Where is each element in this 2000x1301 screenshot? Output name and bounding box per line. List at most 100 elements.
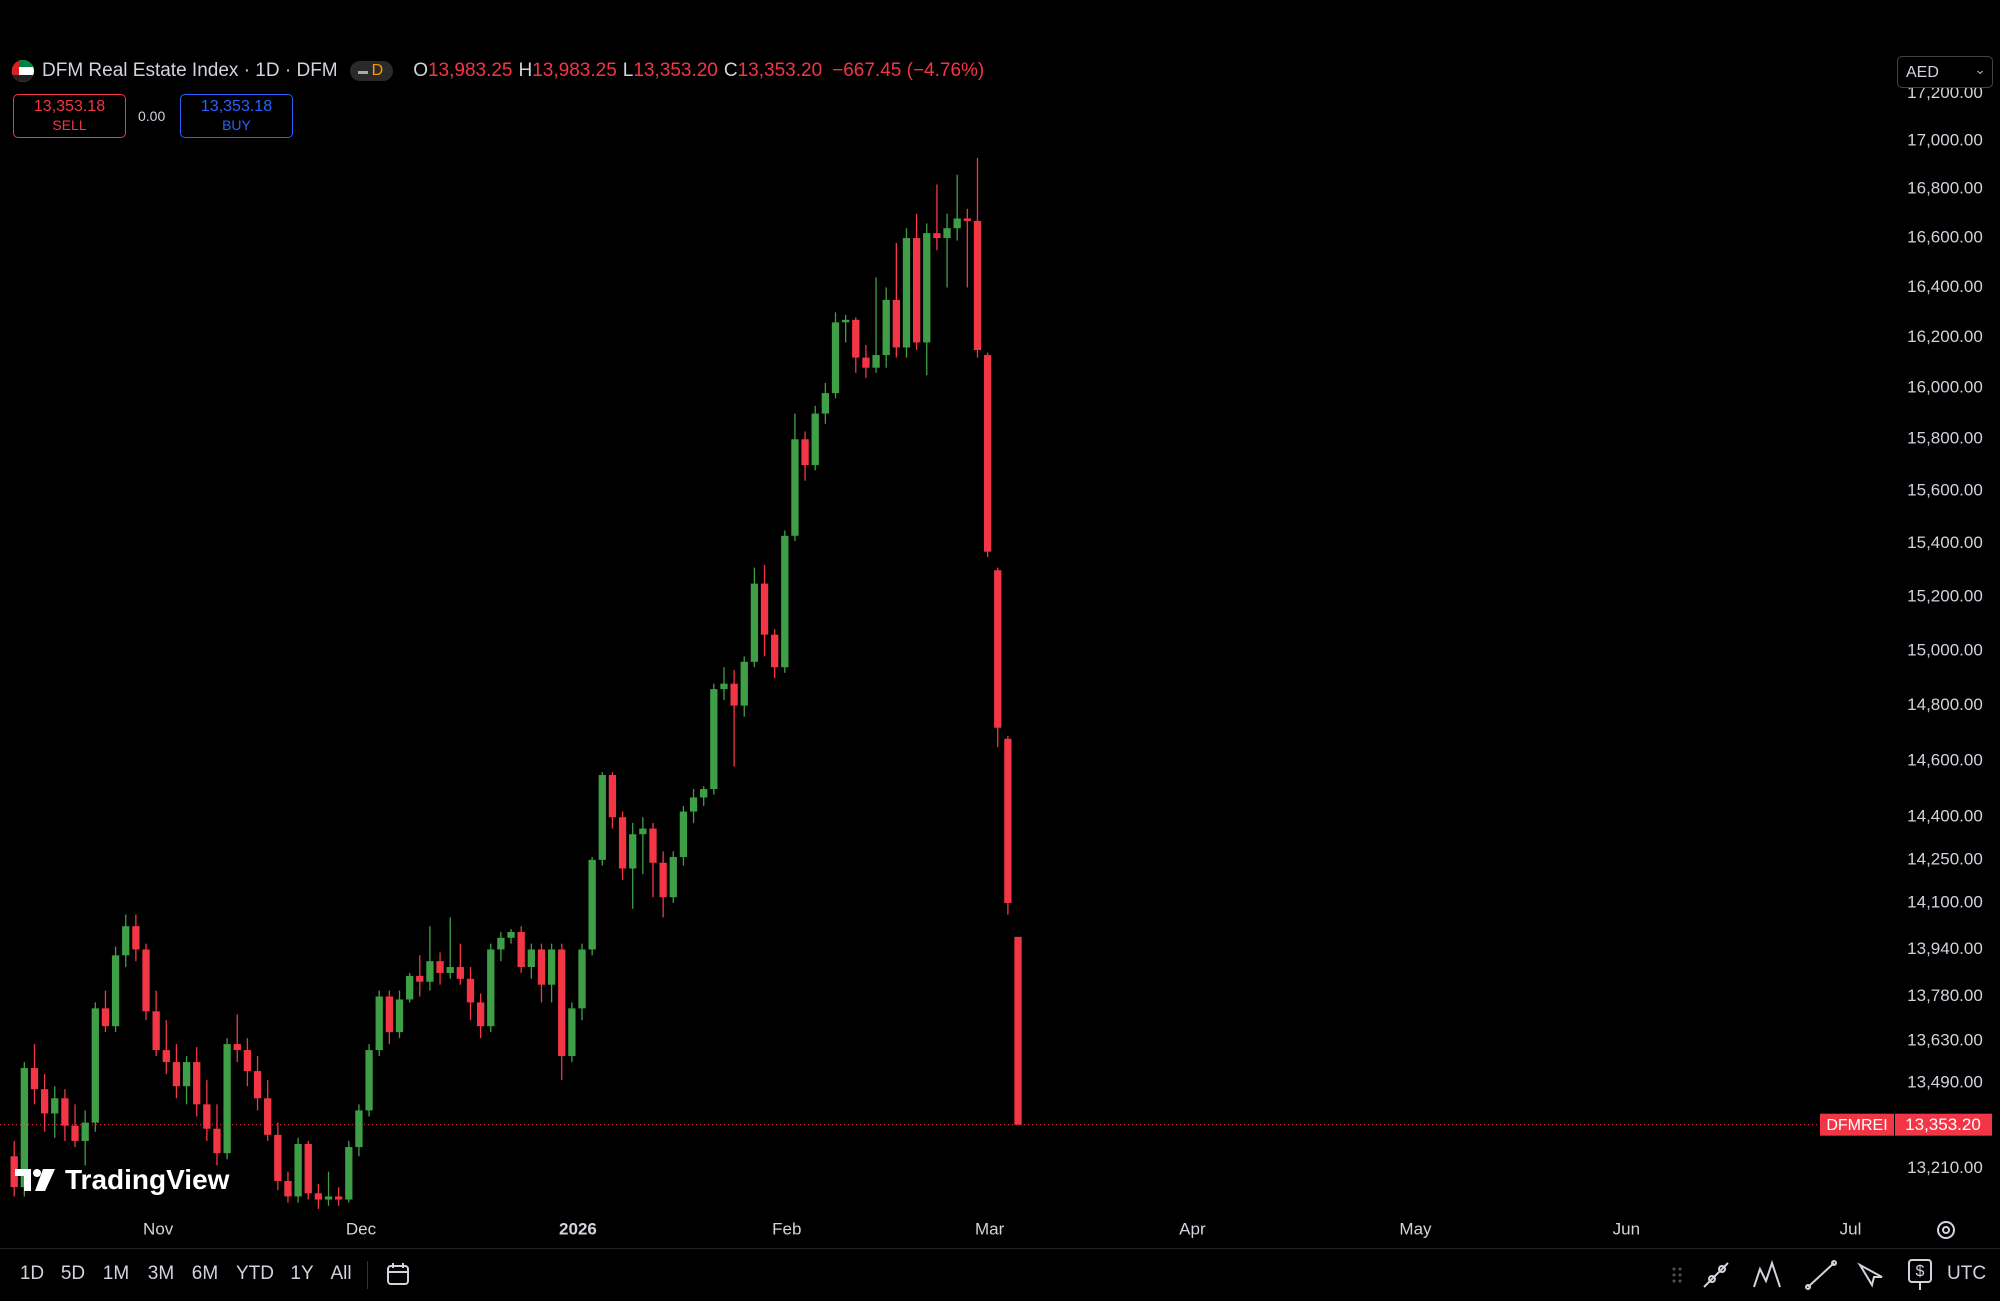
x-tick-label: Apr: [1179, 1219, 1206, 1238]
candle-body: [446, 967, 454, 973]
status-badge[interactable]: D: [349, 61, 394, 81]
candle-body: [304, 1144, 312, 1194]
trade-icon[interactable]: $: [1903, 1257, 1939, 1293]
candle-body: [588, 859, 596, 950]
candle-body: [700, 789, 708, 798]
candle-body: [314, 1193, 323, 1200]
candle-body: [760, 583, 769, 635]
ohlc-label: L: [622, 60, 634, 81]
candle-body: [923, 233, 931, 343]
y-tick-label: 15,600.00: [1907, 481, 1983, 500]
candle-body: [953, 218, 961, 229]
ohlc-label: O: [413, 60, 428, 81]
candle-body: [172, 1062, 181, 1087]
candle-body: [629, 834, 637, 869]
symbol-header: DFM Real Estate Index · 1D · DFM D O 13,9…: [12, 58, 984, 84]
symbol-title[interactable]: DFM Real Estate Index · 1D · DFM: [42, 60, 338, 81]
candle-body: [892, 299, 900, 348]
y-tick-label: 13,780.00: [1907, 986, 1983, 1005]
candle-body: [507, 931, 515, 938]
candle-body: [243, 1050, 252, 1072]
candle-body: [284, 1180, 292, 1197]
y-tick-label: 16,400.00: [1907, 277, 1983, 296]
settings-icon[interactable]: [1937, 1221, 1955, 1239]
candle-body: [689, 797, 698, 812]
sell-price: 13,353.18: [33, 98, 106, 115]
y-tick-label: 14,800.00: [1907, 695, 1983, 714]
buy-button[interactable]: 13,353.18 BUY: [180, 94, 293, 138]
candle-body: [547, 949, 556, 985]
candle-body: [872, 355, 880, 368]
range-button[interactable]: YTD: [236, 1263, 274, 1284]
candle-body: [983, 355, 992, 552]
candle-body: [213, 1128, 221, 1154]
candle-body: [152, 1011, 160, 1051]
candle-body: [537, 949, 546, 985]
price-tag-bg: [1895, 1113, 1992, 1136]
candle-body: [40, 1089, 49, 1114]
candle-body: [132, 926, 140, 950]
candle-body: [426, 961, 434, 982]
x-tick-label: Jul: [1840, 1219, 1862, 1238]
y-tick-label: 15,800.00: [1907, 429, 1983, 448]
range-button[interactable]: 3M: [147, 1263, 175, 1284]
range-button[interactable]: 6M: [191, 1263, 219, 1284]
ohlc-value: 13,983.25: [532, 60, 617, 81]
timezone[interactable]: UTC: [1947, 1263, 1987, 1284]
candle-body: [345, 1147, 353, 1200]
candle-body: [669, 857, 677, 898]
y-tick-label: 14,250.00: [1907, 849, 1983, 868]
candle-body: [20, 1068, 28, 1188]
candle-body: [142, 949, 150, 1012]
x-tick-label: Nov: [143, 1219, 174, 1238]
symbol-tag: DFMREI: [1826, 1117, 1887, 1134]
x-tick-label: Feb: [772, 1219, 801, 1238]
y-tick-label: 14,600.00: [1907, 751, 1983, 770]
range-button[interactable]: 5D: [60, 1263, 86, 1284]
candle-body: [902, 238, 911, 348]
sell-button[interactable]: 13,353.18 SELL: [13, 94, 126, 138]
y-tick-label: 15,400.00: [1907, 533, 1983, 552]
candle-body: [791, 439, 799, 536]
candle-body: [264, 1098, 272, 1135]
range-button[interactable]: All: [330, 1263, 352, 1284]
candle-body: [476, 1002, 485, 1027]
candle-body: [91, 1008, 99, 1123]
candle-body: [649, 828, 657, 863]
candle-body: [527, 949, 535, 968]
ohlc-value: 13,983.25: [427, 60, 513, 81]
y-tick-label: 13,210.00: [1907, 1158, 1983, 1177]
candle-body: [679, 811, 688, 858]
candle-body: [71, 1125, 79, 1141]
range-button[interactable]: 1M: [102, 1263, 130, 1284]
currency-select[interactable]: AED: [1897, 53, 1993, 88]
candle-body: [517, 931, 525, 968]
candle-body: [182, 1062, 191, 1087]
candle-body: [639, 828, 647, 835]
candle-body: [862, 357, 870, 368]
goto-date-icon[interactable]: [385, 1261, 413, 1289]
candle-body: [365, 1050, 373, 1111]
y-tick-label: 17,000.00: [1907, 131, 1983, 150]
candle-body: [335, 1196, 343, 1200]
candle-body: [324, 1196, 333, 1200]
candle-body: [487, 949, 495, 1027]
price-tag: 13,353.20: [1905, 1115, 1981, 1134]
candle-body: [81, 1122, 89, 1141]
candle-body: [30, 1068, 39, 1090]
buy-label: BUY: [222, 117, 251, 133]
candle-body: [771, 634, 779, 668]
separator: [367, 1261, 368, 1289]
y-tick-label: 13,490.00: [1907, 1073, 1983, 1092]
x-tick-label: Dec: [346, 1219, 377, 1238]
candle-body: [852, 319, 860, 358]
sell-label: SELL: [52, 117, 87, 133]
y-tick-label: 15,000.00: [1907, 640, 1983, 659]
range-button[interactable]: 1D: [19, 1263, 45, 1284]
range-button[interactable]: 1Y: [290, 1263, 314, 1284]
candle-body: [912, 238, 921, 343]
candle-body: [10, 1156, 18, 1188]
y-tick-label: 13,940.00: [1907, 939, 1983, 958]
y-tick-label: 15,200.00: [1907, 586, 1983, 605]
